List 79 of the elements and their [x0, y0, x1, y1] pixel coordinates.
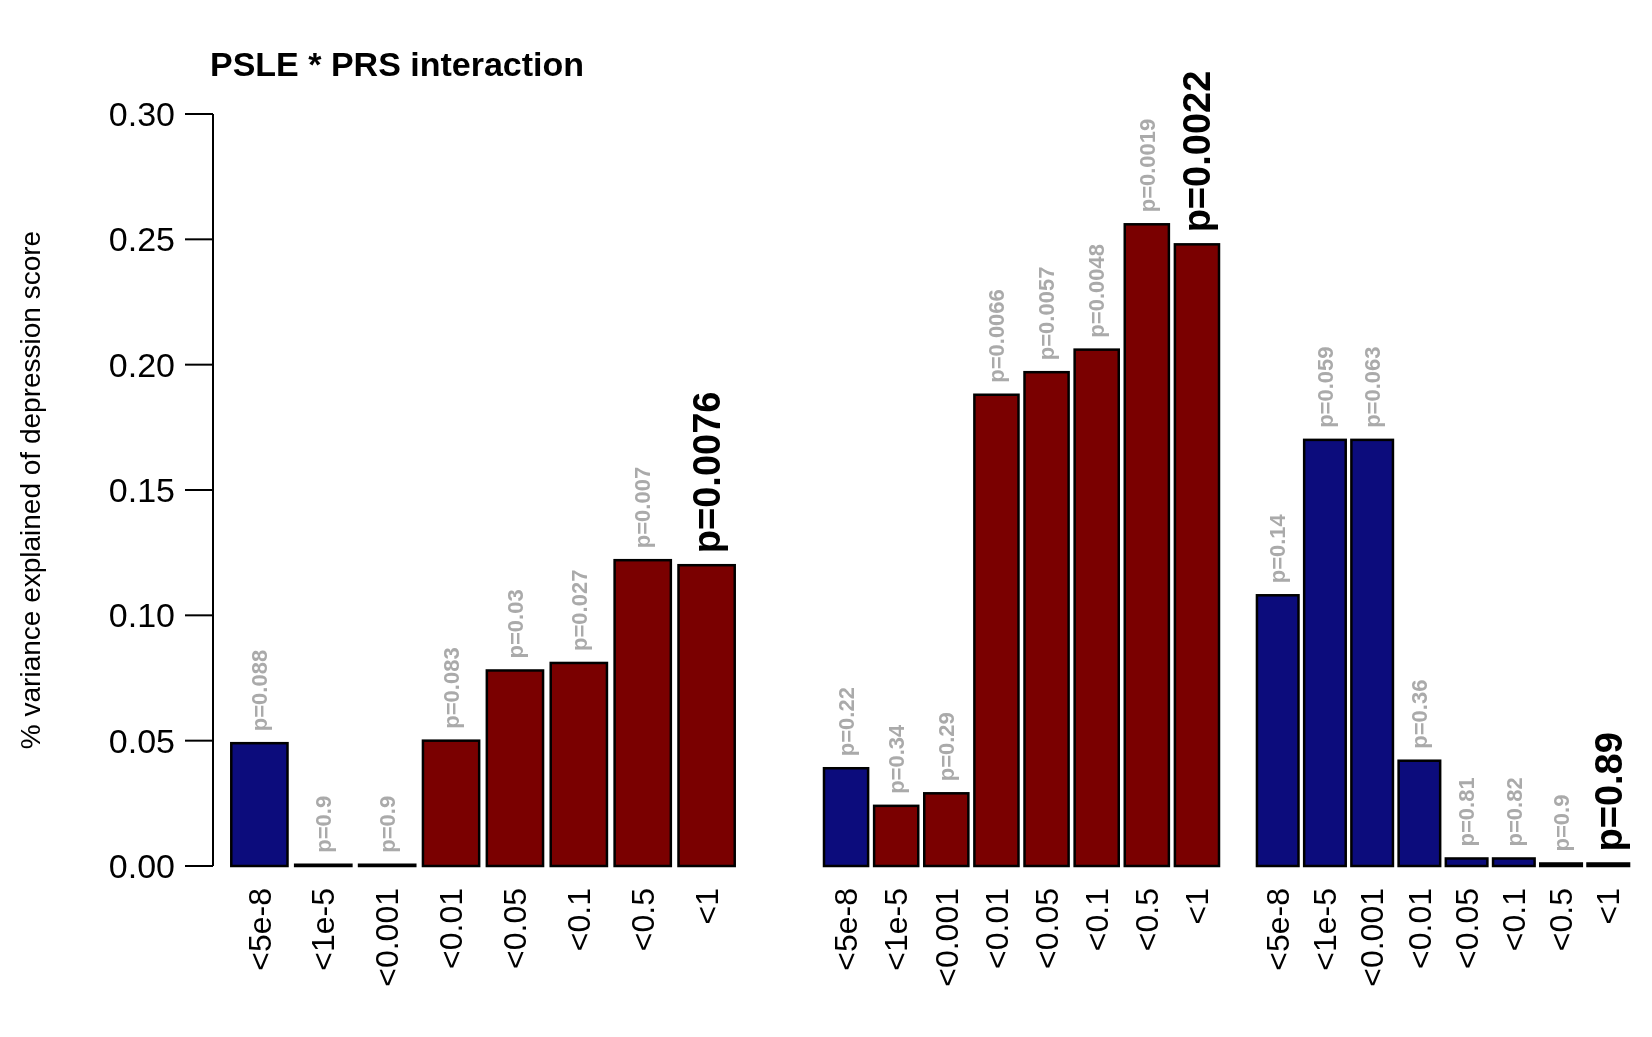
annotation: p=0.0076: [685, 391, 728, 554]
y-tick-label: 0.25: [108, 220, 175, 259]
annotation: p=0.0066: [984, 289, 1010, 383]
bar: [1397, 759, 1442, 868]
x-tick-label: <0.1: [561, 888, 598, 952]
bar: [1444, 857, 1489, 868]
annotation: p=0.9: [1548, 794, 1574, 852]
x-tick-label: <5e-8: [241, 888, 278, 971]
y-tick-label: 0.20: [108, 345, 175, 384]
x-tick-label: <0.05: [1028, 888, 1065, 969]
y-tick-label: 0.15: [108, 470, 175, 509]
annotation: p=0.9: [374, 795, 400, 853]
bar: [1350, 438, 1395, 868]
x-tick-label: <0.5: [624, 888, 661, 952]
bar: [230, 741, 289, 868]
bar: [1586, 862, 1631, 868]
bar: [485, 669, 545, 868]
x-tick-label: <1: [1590, 888, 1627, 925]
x-tick-label: <0.01: [1401, 888, 1438, 969]
annotation: p=0.81: [1454, 777, 1480, 847]
x-tick-label: <1: [1179, 888, 1216, 925]
bar: [1302, 438, 1347, 868]
bar: [1173, 243, 1221, 868]
bar: [822, 766, 870, 868]
bar: [421, 739, 481, 868]
x-tick-label: <0.5: [1129, 888, 1166, 952]
x-tick-label: <0.001: [1354, 888, 1391, 987]
annotation: p=0.29: [934, 712, 960, 782]
y-tick-label: 0.00: [108, 846, 175, 885]
annotation: p=0.0019: [1134, 118, 1160, 213]
bar: [1073, 348, 1120, 868]
annotation: p=0.89: [1587, 732, 1630, 852]
annotation: p=0.82: [1501, 777, 1527, 847]
bar: [1491, 857, 1536, 868]
chart-title: PSLE * PRS interaction: [210, 45, 585, 83]
bar: [1255, 594, 1300, 868]
annotation: p=0.063: [1359, 346, 1385, 428]
x-tick-label: <0.1: [1496, 888, 1533, 952]
bar: [1539, 862, 1584, 868]
x-tick-label: <0.001: [928, 888, 965, 987]
x-tick-label: <0.01: [978, 888, 1015, 969]
annotation: p=0.0057: [1034, 266, 1060, 361]
x-tick-label: <0.05: [497, 888, 534, 969]
bar: [549, 661, 609, 868]
annotation: p=0.007: [630, 466, 656, 549]
x-tick-label: <5e-8: [828, 888, 865, 971]
annotation: p=0.03: [502, 589, 528, 659]
y-tick-label: 0.05: [108, 721, 175, 760]
x-tick-label: <1e-5: [1307, 888, 1344, 971]
annotation: p=0.027: [566, 569, 592, 651]
y-axis-title: % variance explained of depression score: [15, 230, 46, 750]
annotation: p=0.0048: [1084, 244, 1110, 338]
x-tick-label: <5e-8: [1259, 888, 1296, 971]
annotation: p=0.36: [1407, 679, 1433, 749]
annotation: p=0.0022: [1176, 70, 1219, 233]
bar: [872, 804, 920, 868]
bar: [1123, 223, 1171, 868]
y-tick-label: 0.30: [108, 94, 175, 133]
x-tick-label: <1: [688, 888, 725, 925]
annotation: p=0.22: [833, 687, 859, 757]
bar: [1023, 370, 1070, 868]
bar: [613, 558, 673, 868]
x-tick-label: <0.05: [1448, 888, 1485, 969]
bar: [677, 563, 736, 868]
x-tick-label: <0.1: [1078, 888, 1115, 952]
x-tick-label: <1e-5: [305, 888, 342, 971]
x-tick-label: <0.01: [433, 888, 470, 969]
annotation: p=0.14: [1265, 513, 1291, 584]
bar: [923, 792, 970, 868]
annotation: p=0.088: [247, 649, 273, 732]
x-tick-label: <0.001: [369, 888, 406, 987]
annotation: p=0.083: [438, 647, 464, 729]
x-tick-label: <0.5: [1543, 888, 1580, 952]
annotation: p=0.34: [883, 723, 909, 794]
y-tick-label: 0.10: [108, 596, 175, 635]
annotation: p=0.059: [1312, 346, 1338, 428]
bar: [973, 393, 1020, 868]
x-tick-label: <1e-5: [878, 888, 915, 971]
annotation: p=0.9: [310, 795, 336, 853]
